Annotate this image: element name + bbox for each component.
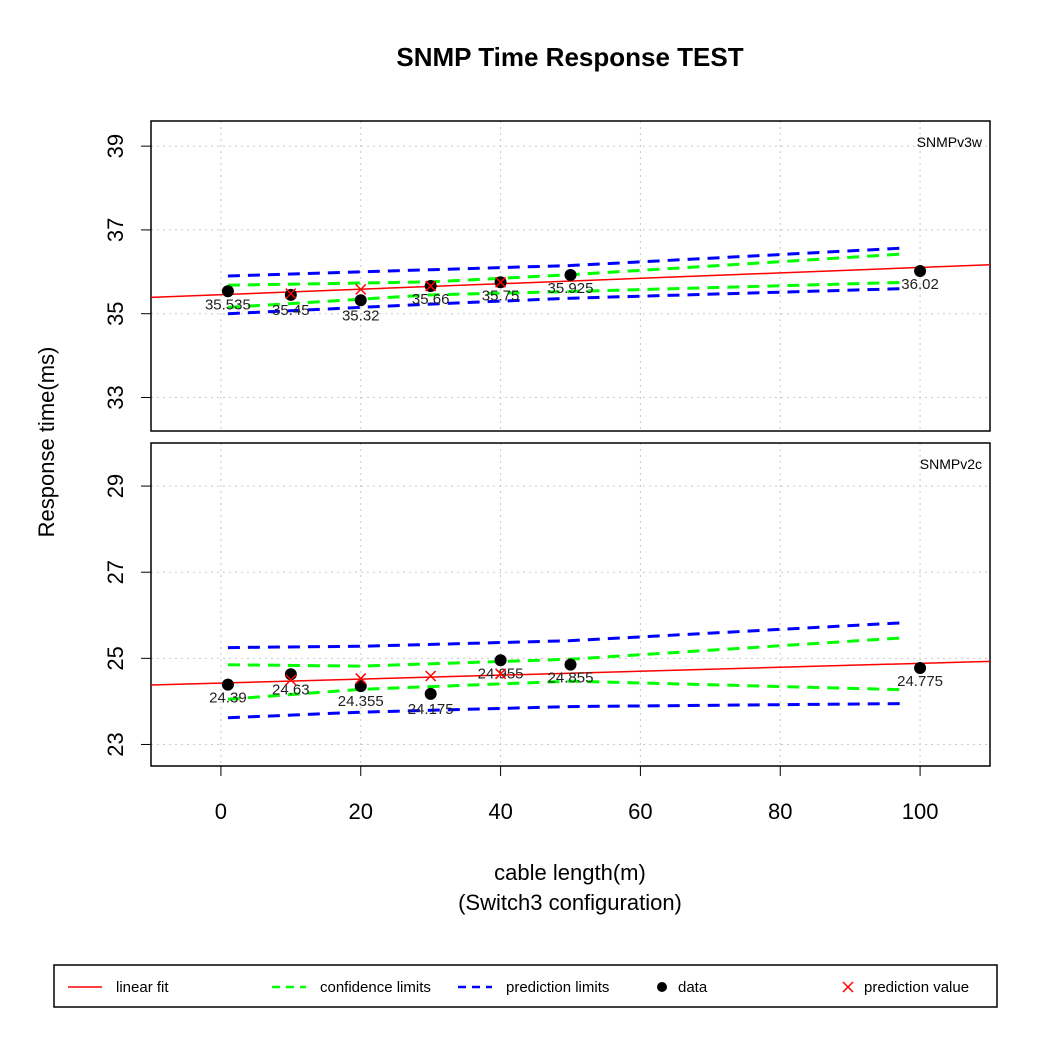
data-point	[354, 680, 367, 693]
prediction-marker	[495, 276, 507, 288]
y-tick-label: 39	[103, 134, 128, 158]
legend-box	[53, 964, 998, 1008]
prediction-upper-line	[227, 246, 907, 278]
legend: linear fit confidence limits prediction li…	[53, 964, 998, 1008]
prediction-marker	[355, 673, 367, 685]
data-label: 35.45	[272, 302, 310, 319]
x-tick-label: 0	[215, 799, 227, 824]
data-point	[564, 268, 577, 281]
prediction-marker	[285, 674, 297, 686]
x-tick-label: 100	[902, 799, 939, 824]
y-tick-label: 25	[103, 646, 128, 670]
panel-snmpv3w: 33 35 37 39 35.535 35.45 35.32 35.66 35.75 35.925…	[103, 120, 991, 432]
y-axis-label: Response time(ms)	[34, 347, 59, 538]
data-point	[914, 662, 927, 675]
legend-label-1: confidence limits	[320, 979, 431, 996]
data-point	[284, 668, 297, 681]
legend-label-4: prediction value	[864, 979, 969, 996]
data-label: 24.355	[338, 693, 384, 710]
panel-strip-label: SNMPv2c	[920, 456, 982, 472]
data-label: 24.39	[209, 690, 247, 707]
data-point	[424, 687, 437, 700]
panel-strip-label: SNMPv3w	[917, 134, 983, 150]
data-label: 35.32	[342, 307, 380, 324]
panel-frame	[150, 120, 991, 432]
data-label: 24.175	[408, 701, 454, 718]
prediction-lower-line	[227, 702, 907, 720]
panels-group: 33 35 37 39 35.535 35.45 35.32 35.66 35.75 35.925…	[103, 120, 991, 767]
y-tick-label: 33	[103, 385, 128, 409]
data-label: 35.75	[482, 287, 520, 304]
y-tick-label: 27	[103, 560, 128, 584]
legend-label-2: prediction limits	[506, 979, 609, 996]
y-tick-label: 35	[103, 301, 128, 325]
y-tick-label: 23	[103, 732, 128, 756]
x-tick-label: 20	[349, 799, 373, 824]
x-tick-label: 60	[628, 799, 652, 824]
data-point	[284, 288, 297, 301]
data-point	[221, 678, 234, 691]
prediction-marker	[355, 283, 367, 295]
x-axis-label: cable length(m)	[494, 860, 646, 885]
data-point	[914, 264, 927, 277]
data-label: 35.535	[205, 296, 251, 313]
panel-frame	[150, 442, 991, 767]
data-label: 35.66	[412, 291, 450, 308]
linear-fit-line	[150, 660, 991, 686]
confidence-lower-line	[227, 679, 907, 701]
x-tick-label: 40	[488, 799, 512, 824]
confidence-lower-line	[227, 280, 907, 309]
x-axis-label-sub: (Switch3 configuration)	[458, 890, 682, 915]
data-label: 24.775	[897, 673, 943, 690]
legend-swatch-3	[657, 982, 667, 992]
prediction-marker	[495, 668, 507, 680]
y-tick-label: 29	[103, 474, 128, 498]
legend-label-0: linear fit	[116, 979, 169, 996]
y-tick-label: 37	[103, 218, 128, 242]
prediction-upper-line	[227, 621, 907, 650]
prediction-marker	[285, 288, 297, 300]
chart-title: SNMP Time Response TEST	[396, 42, 743, 72]
legend-label-3: data	[678, 979, 708, 996]
data-point	[354, 294, 367, 307]
data-label: 24.63	[272, 681, 310, 698]
data-label: 24.855	[548, 670, 594, 687]
x-tick-label: 80	[768, 799, 792, 824]
data-point	[564, 658, 577, 671]
confidence-upper-line	[227, 252, 907, 287]
prediction-marker	[425, 670, 437, 682]
data-label: 36.02	[901, 276, 939, 293]
prediction-lower-line	[227, 287, 907, 316]
data-point	[221, 285, 234, 298]
confidence-upper-line	[227, 636, 907, 668]
data-label: 35.925	[548, 280, 594, 297]
prediction-marker	[425, 280, 437, 292]
data-point	[494, 654, 507, 667]
legend-swatch-4	[842, 981, 854, 993]
x-axis: 0 20 40 60 80 100	[215, 766, 939, 824]
